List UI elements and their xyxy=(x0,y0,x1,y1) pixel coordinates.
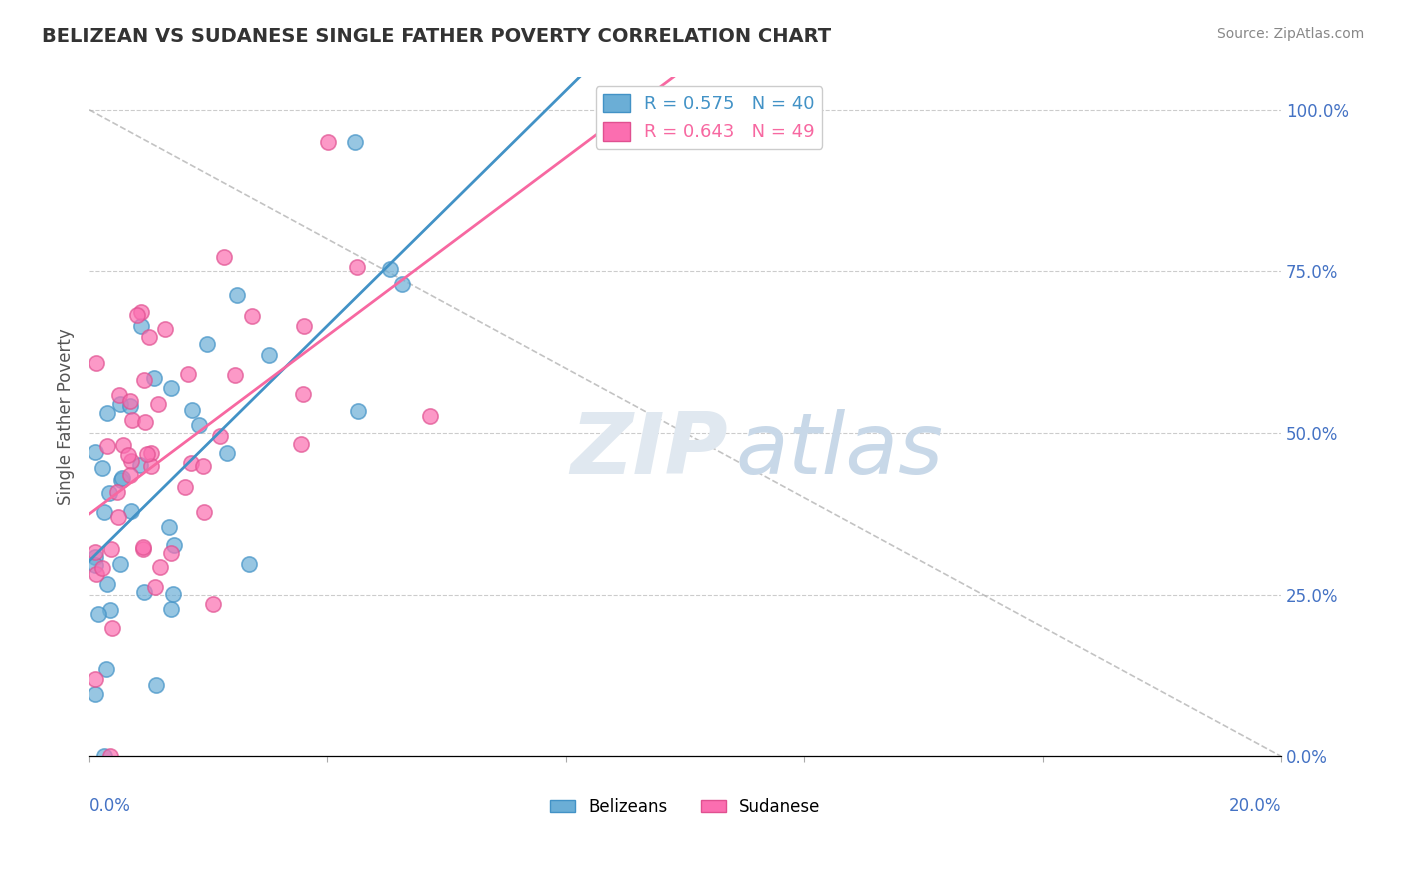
Point xyxy=(98,749,121,764)
Point xyxy=(84,445,107,459)
Point xyxy=(380,262,402,277)
Point xyxy=(290,437,312,451)
Point xyxy=(257,348,280,362)
Point xyxy=(84,687,107,701)
Point xyxy=(96,406,118,420)
Point xyxy=(138,329,160,343)
Y-axis label: Single Father Poverty: Single Father Poverty xyxy=(58,328,75,505)
Point xyxy=(118,393,141,408)
Point xyxy=(157,520,180,534)
Text: 20.0%: 20.0% xyxy=(1229,797,1281,815)
Point xyxy=(215,446,238,460)
Point xyxy=(96,439,118,453)
Point xyxy=(188,417,211,432)
Point xyxy=(107,509,129,524)
Point xyxy=(145,678,167,692)
Point xyxy=(214,250,236,264)
Point xyxy=(118,399,141,413)
Point xyxy=(177,368,200,382)
Point xyxy=(191,458,214,473)
Point xyxy=(91,460,114,475)
Point xyxy=(120,468,142,483)
Point xyxy=(111,438,134,452)
Point xyxy=(160,546,183,560)
Point xyxy=(108,557,131,571)
Point xyxy=(132,373,155,387)
Point xyxy=(132,542,155,557)
Point xyxy=(149,559,172,574)
Point xyxy=(108,397,131,411)
Point xyxy=(101,621,124,635)
Point xyxy=(96,577,118,591)
Point xyxy=(110,473,132,487)
Point xyxy=(202,597,225,611)
Point xyxy=(347,404,370,418)
Point xyxy=(129,319,152,334)
Point xyxy=(141,446,163,460)
Point xyxy=(225,288,247,302)
Point xyxy=(292,387,315,401)
Point xyxy=(346,260,368,274)
Point xyxy=(84,558,107,572)
Point xyxy=(193,505,215,519)
Text: BELIZEAN VS SUDANESE SINGLE FATHER POVERTY CORRELATION CHART: BELIZEAN VS SUDANESE SINGLE FATHER POVER… xyxy=(42,27,831,45)
Point xyxy=(132,540,155,554)
Point xyxy=(136,447,159,461)
Point xyxy=(120,504,142,518)
Point xyxy=(163,538,186,552)
Point xyxy=(125,308,148,322)
Point xyxy=(143,580,166,594)
Point xyxy=(195,337,218,351)
Point xyxy=(108,387,131,401)
Point xyxy=(128,458,150,472)
Point xyxy=(181,403,204,417)
Point xyxy=(93,749,115,764)
Point xyxy=(84,549,107,564)
Point xyxy=(343,135,366,149)
Point xyxy=(93,505,115,519)
Point xyxy=(160,381,183,395)
Point xyxy=(240,309,263,323)
Point xyxy=(117,448,139,462)
Point xyxy=(132,585,155,599)
Point xyxy=(224,368,246,382)
Point xyxy=(84,566,107,581)
Text: 0.0%: 0.0% xyxy=(89,797,131,815)
Point xyxy=(159,602,181,616)
Point xyxy=(110,471,132,485)
Point xyxy=(121,412,143,426)
Point xyxy=(162,587,184,601)
Point xyxy=(120,454,142,468)
Text: ZIP: ZIP xyxy=(571,409,728,492)
Text: atlas: atlas xyxy=(735,409,943,492)
Point xyxy=(180,456,202,470)
Point xyxy=(87,607,110,621)
Point xyxy=(139,458,162,473)
Point xyxy=(100,603,122,617)
Point xyxy=(94,662,117,676)
Point xyxy=(153,322,176,336)
Point xyxy=(238,557,260,571)
Point xyxy=(173,480,195,494)
Text: Source: ZipAtlas.com: Source: ZipAtlas.com xyxy=(1216,27,1364,41)
Point xyxy=(142,371,165,385)
Point xyxy=(105,485,128,500)
Point xyxy=(208,429,231,443)
Point xyxy=(90,561,112,575)
Point xyxy=(98,486,121,500)
Point xyxy=(419,409,441,424)
Point xyxy=(84,545,107,559)
Point xyxy=(84,356,107,370)
Point xyxy=(318,135,340,149)
Legend: Belizeans, Sudanese: Belizeans, Sudanese xyxy=(543,791,827,822)
Point xyxy=(100,542,122,557)
Point xyxy=(391,277,413,291)
Point xyxy=(292,318,315,333)
Point xyxy=(148,397,170,411)
Point xyxy=(129,305,152,319)
Point xyxy=(134,415,156,429)
Point xyxy=(84,672,107,686)
